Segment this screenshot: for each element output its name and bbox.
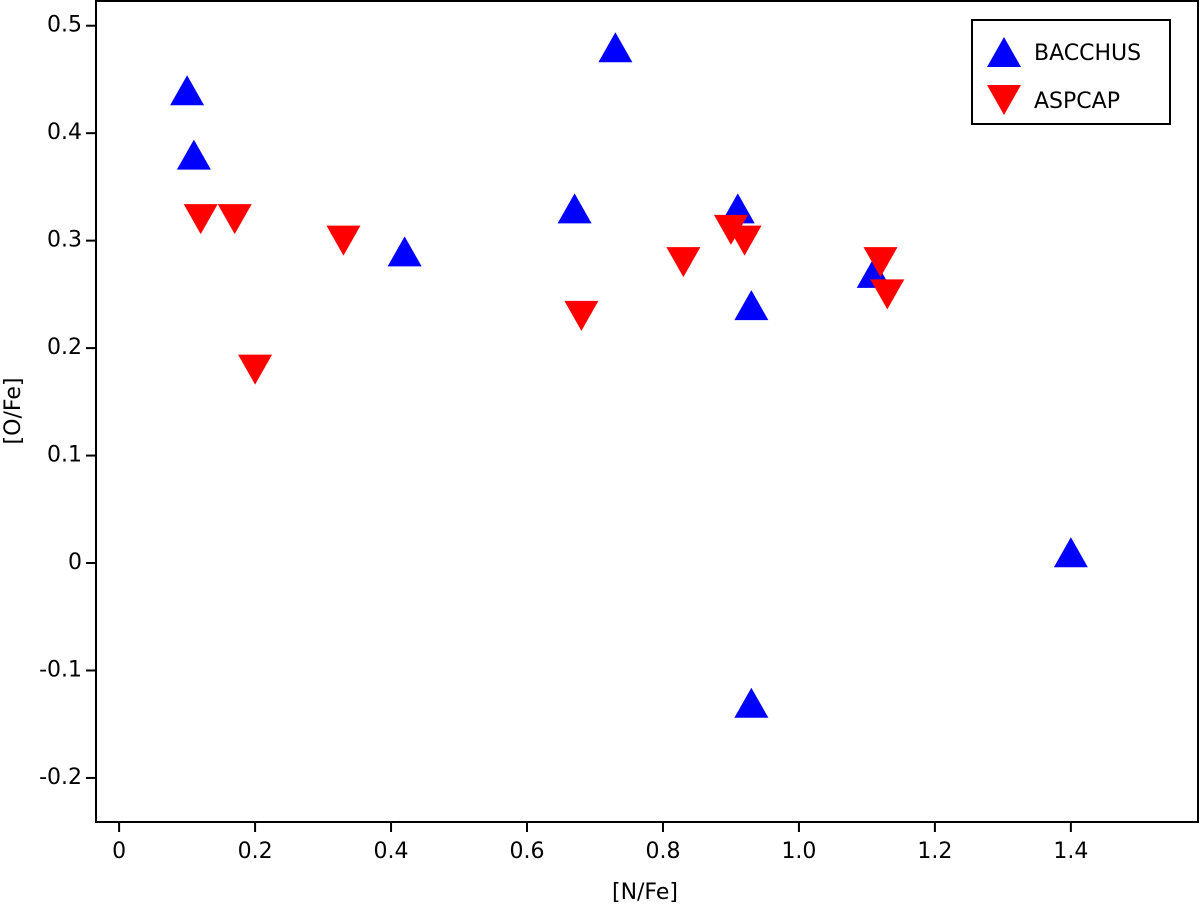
marker [170, 75, 205, 106]
legend-marker [987, 85, 1021, 115]
legend-label: ASPCAP [1034, 89, 1120, 114]
marker [666, 247, 701, 278]
y-tick-label: 0.4 [47, 120, 82, 145]
x-tick-label: 0.2 [238, 839, 273, 864]
x-tick-label: 0 [112, 839, 126, 864]
y-tick-label: 0.3 [47, 228, 82, 253]
marker [217, 204, 252, 235]
y-tick-label: -0.1 [39, 657, 82, 682]
y-axis-label: [O/Fe] [1, 378, 26, 445]
marker [727, 225, 762, 256]
x-tick-label: 1.4 [1053, 839, 1088, 864]
x-tick-label: 0.4 [374, 839, 409, 864]
x-tick-label: 1.0 [781, 839, 816, 864]
marker [183, 204, 218, 235]
y-tick-label: 0.5 [47, 13, 82, 38]
marker [238, 354, 273, 385]
marker [598, 32, 633, 63]
marker [557, 193, 592, 224]
x-axis-label: [N/Fe] [612, 880, 678, 905]
legend-marker [987, 37, 1021, 67]
plot-frame [95, 0, 1199, 823]
marker [734, 687, 769, 718]
legend-label: BACCHUS [1034, 41, 1141, 66]
x-tick-label: 1.2 [917, 839, 952, 864]
x-tick-label: 0.8 [645, 839, 680, 864]
y-tick-label: 0.1 [47, 443, 82, 468]
marker [326, 225, 361, 256]
marker [564, 300, 599, 331]
marker [176, 139, 211, 170]
marker [863, 247, 898, 278]
marker [734, 290, 769, 321]
y-tick-label: 0.2 [47, 335, 82, 360]
x-tick-label: 0.6 [510, 839, 545, 864]
y-tick-label: -0.2 [39, 765, 82, 790]
y-tick-label: 0 [68, 550, 82, 575]
marker [387, 236, 422, 267]
marker [870, 279, 905, 310]
marker [1053, 537, 1088, 568]
